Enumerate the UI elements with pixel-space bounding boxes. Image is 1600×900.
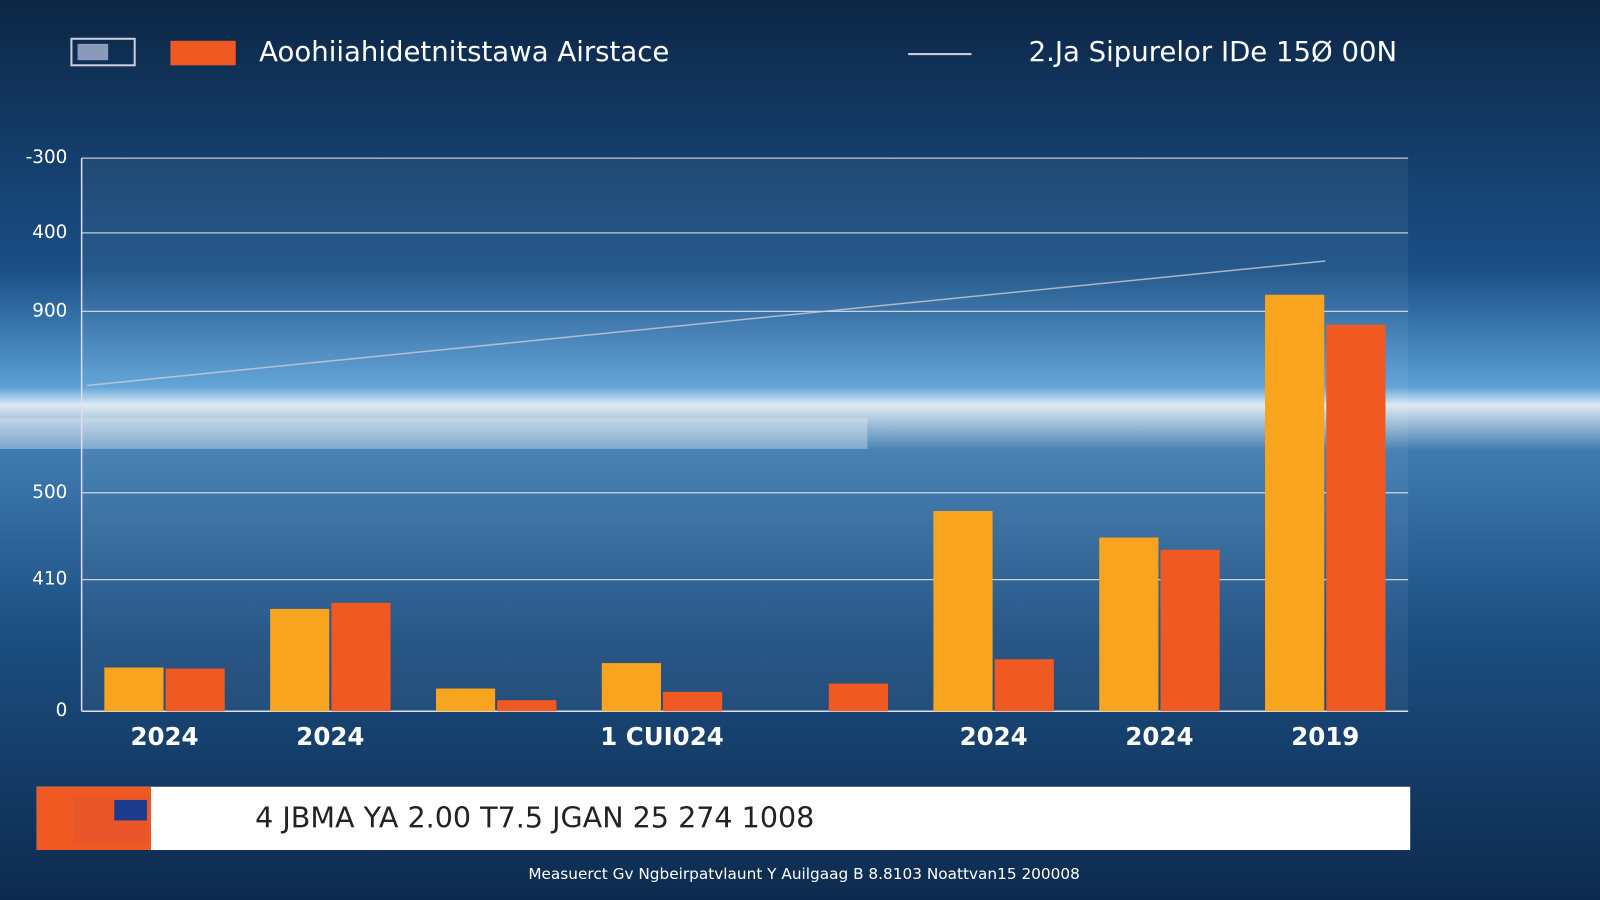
y-tick-label: 410 (32, 569, 67, 590)
bar (165, 668, 225, 712)
bar (435, 688, 496, 712)
y-tick-label: -300 (26, 147, 68, 168)
bar (331, 602, 391, 712)
legend-swatch (170, 40, 236, 66)
bar (1326, 324, 1386, 712)
legend-label: Aoohiiahidetnitstawa Airstace (259, 36, 669, 68)
x-tick-label: 2024 (960, 722, 1028, 751)
bar (1160, 549, 1220, 712)
y-tick-label: 900 (32, 300, 67, 321)
y-tick-label: 0 (56, 700, 68, 721)
bar (104, 667, 164, 712)
x-tick-label: 2024 (130, 722, 198, 751)
bar (1099, 537, 1159, 712)
bar (663, 691, 723, 712)
x-tick-label: 2024 (296, 722, 364, 751)
bar (497, 700, 557, 712)
banner-text: 4 JBMA YA 2.00 T7.5 JGAN 25 274 1008 (255, 800, 814, 834)
y-tick-label: 500 (32, 482, 67, 503)
trend-line (86, 260, 1326, 387)
x-tick-label: 1 CUI024 (600, 722, 724, 751)
legend-label: 2.Ja Sipurelor IDe 15Ø 00N (1029, 36, 1398, 68)
bar (1265, 294, 1325, 712)
logo (70, 37, 136, 67)
x-tick-label: 2024 (1125, 722, 1193, 751)
bar (601, 663, 661, 712)
cloud (0, 418, 868, 449)
y-tick-label: 400 (32, 222, 67, 243)
banner: 4 JBMA YA 2.00 T7.5 JGAN 25 274 1008 (36, 786, 1411, 850)
bar (994, 659, 1054, 712)
footer: Measuerct Gv Ngbeirpatvlaunt Y Auilgaag … (528, 865, 1080, 883)
x-tick-label: 2019 (1291, 722, 1359, 751)
bar (933, 511, 993, 712)
bar (270, 608, 330, 712)
bar (828, 683, 889, 712)
